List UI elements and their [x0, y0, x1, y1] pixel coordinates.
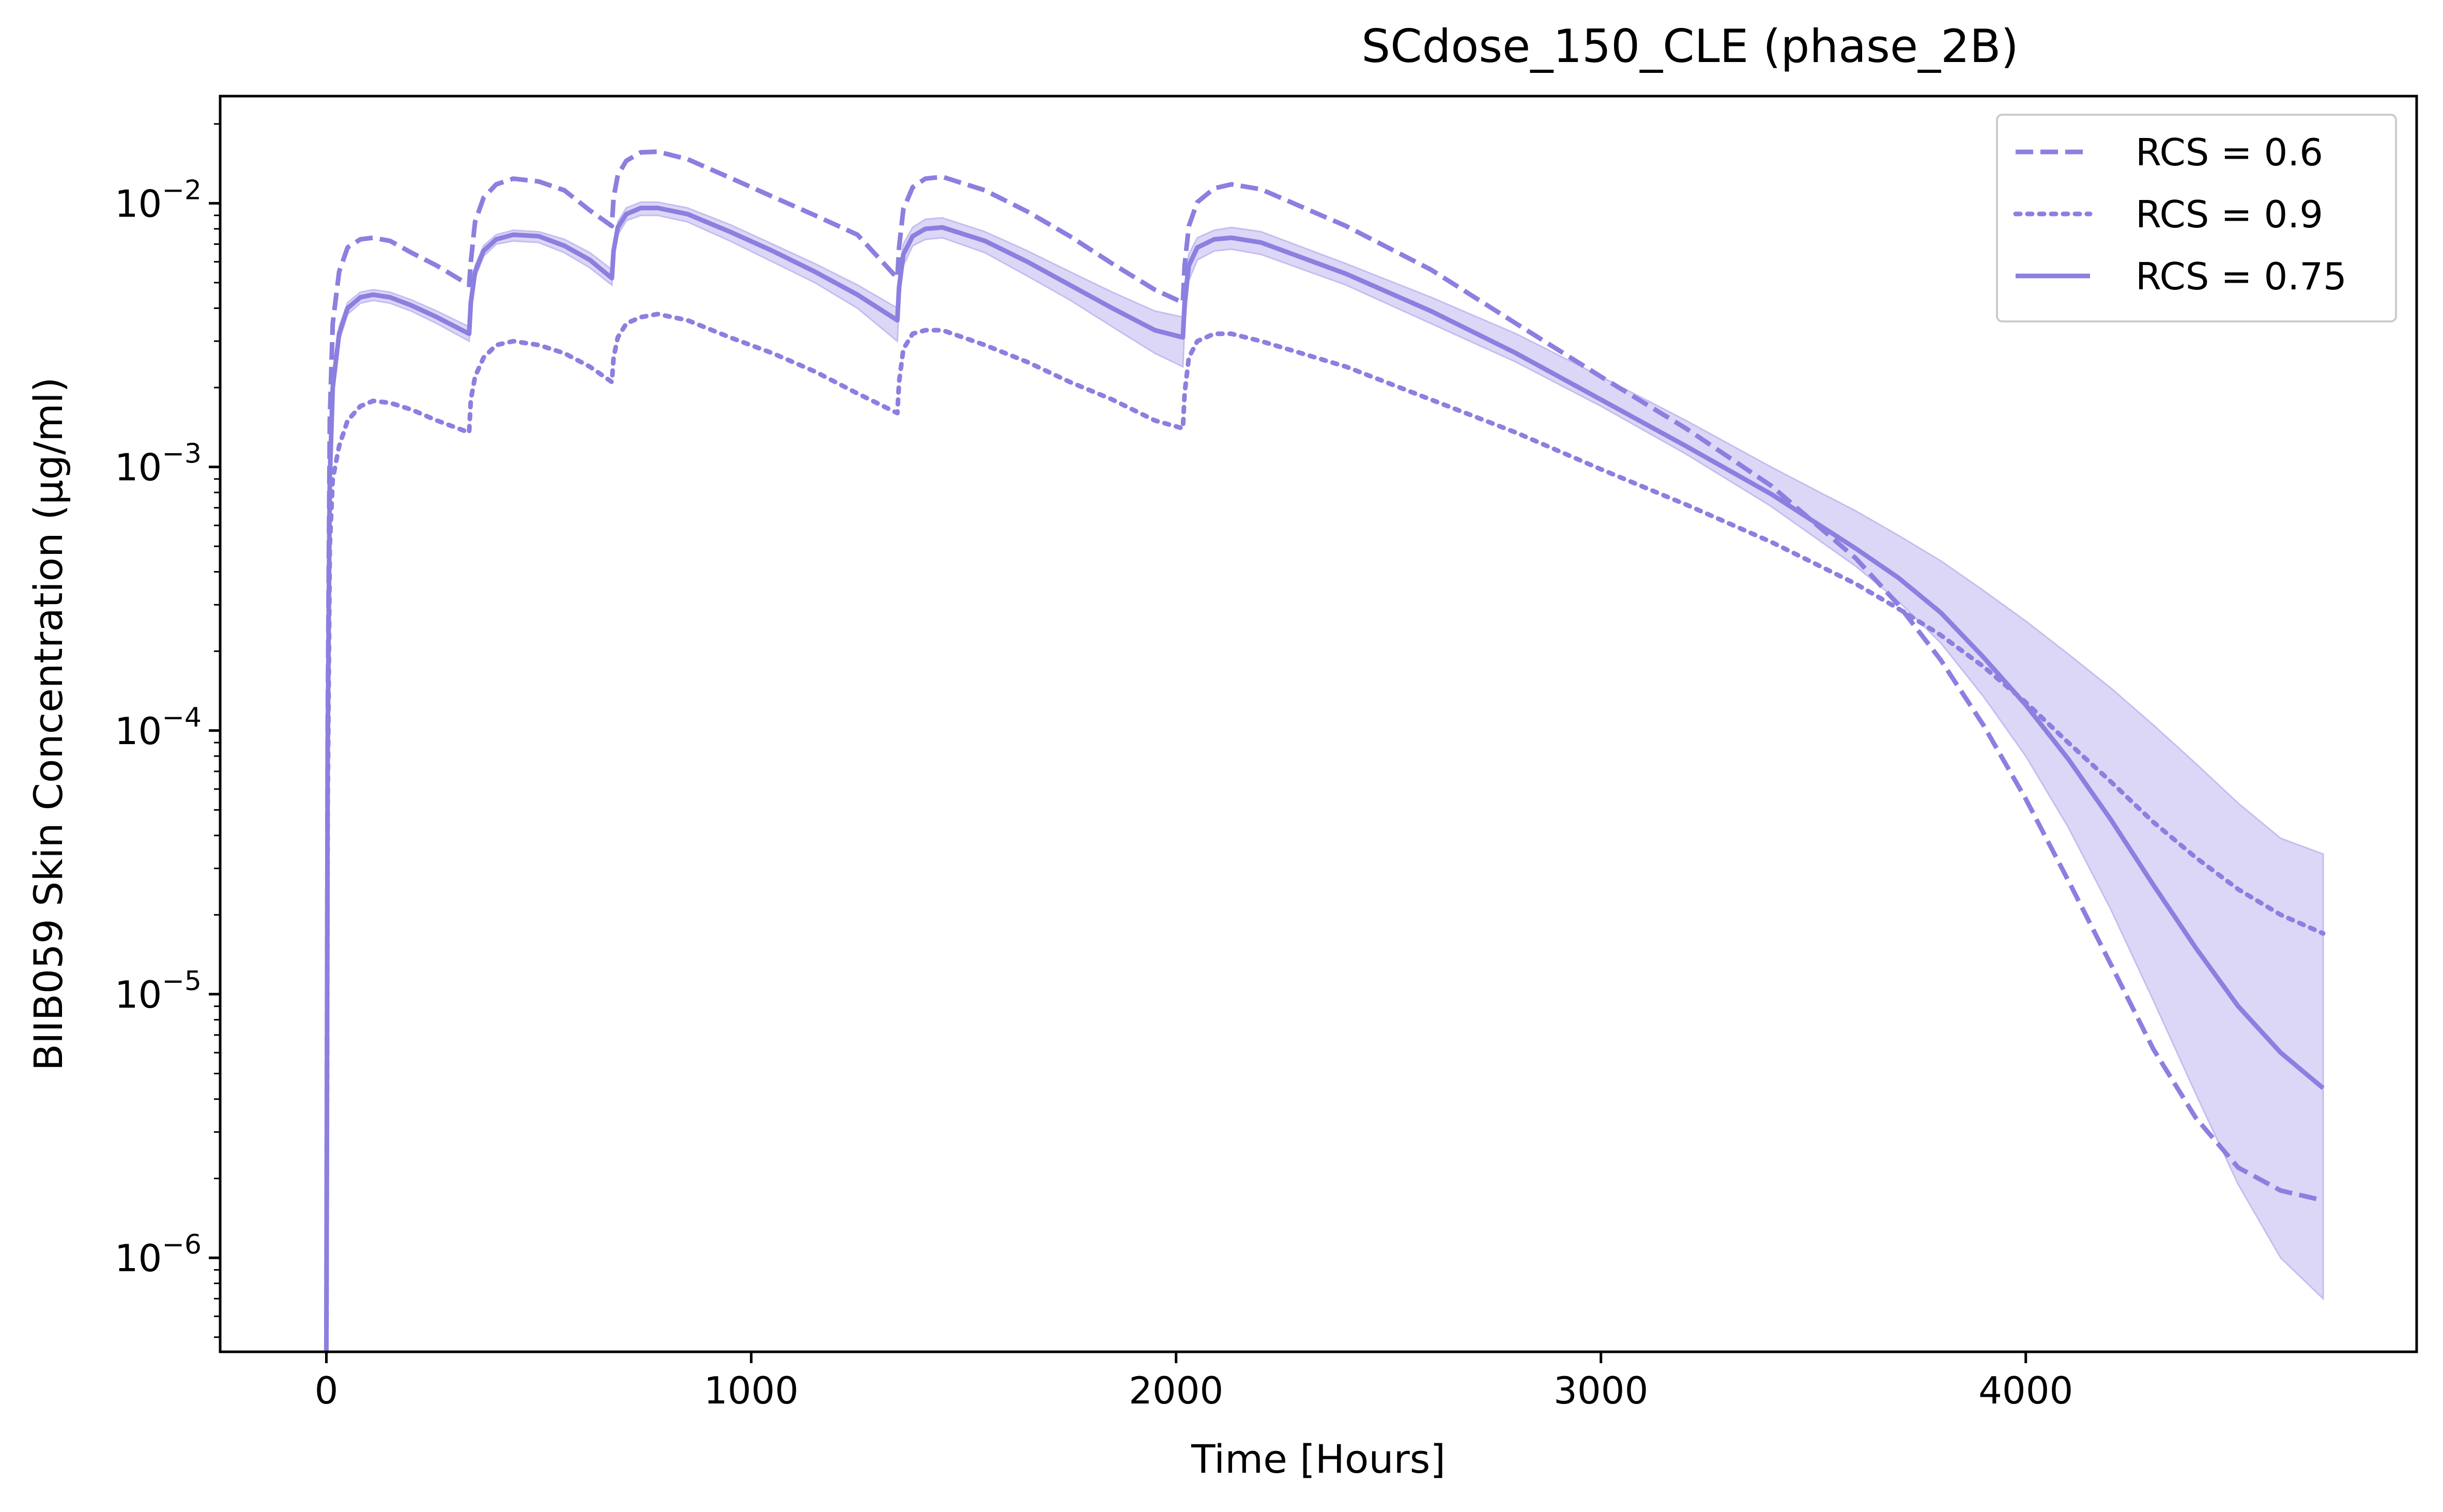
chart-title: SCdose_150_CLE (phase_2B): [1361, 20, 2019, 73]
y-axis-label: BIIB059 Skin Concentration (µg/ml): [25, 377, 71, 1071]
series-line-2: [324, 206, 2325, 1352]
x-tick-label: 2000: [1129, 1369, 1223, 1412]
y-axis: 10−6 10−5 10−4 10−3 10−2: [115, 123, 220, 1338]
y-tick-label: 10−6: [115, 1229, 202, 1280]
series-line-1: [324, 312, 2326, 1354]
legend: RCS = 0.6 RCS = 0.9 RCS = 0.75: [1996, 114, 2397, 322]
x-axis-label: Time [Hours]: [1191, 1436, 1446, 1482]
x-tick-label: 0: [315, 1369, 339, 1412]
axes-frame: [219, 95, 2418, 1353]
y-tick-label: 10−4: [115, 702, 202, 753]
legend-box: [1996, 114, 2397, 322]
series-line-0: [324, 149, 2324, 1352]
legend-label: RCS = 0.75: [2135, 255, 2347, 298]
x-tick-label: 4000: [1978, 1369, 2073, 1412]
legend-label: RCS = 0.9: [2135, 193, 2323, 236]
x-axis: 0 1000 2000 3000 4000: [315, 1352, 2073, 1412]
plot-area: [324, 149, 2326, 1354]
y-tick-label: 10−5: [115, 966, 202, 1016]
x-tick-label: 1000: [704, 1369, 798, 1412]
x-tick-label: 3000: [1554, 1369, 1648, 1412]
y-tick-label: 10−2: [115, 175, 202, 225]
y-tick-label: 10−3: [115, 439, 202, 489]
legend-label: RCS = 0.6: [2135, 131, 2323, 174]
